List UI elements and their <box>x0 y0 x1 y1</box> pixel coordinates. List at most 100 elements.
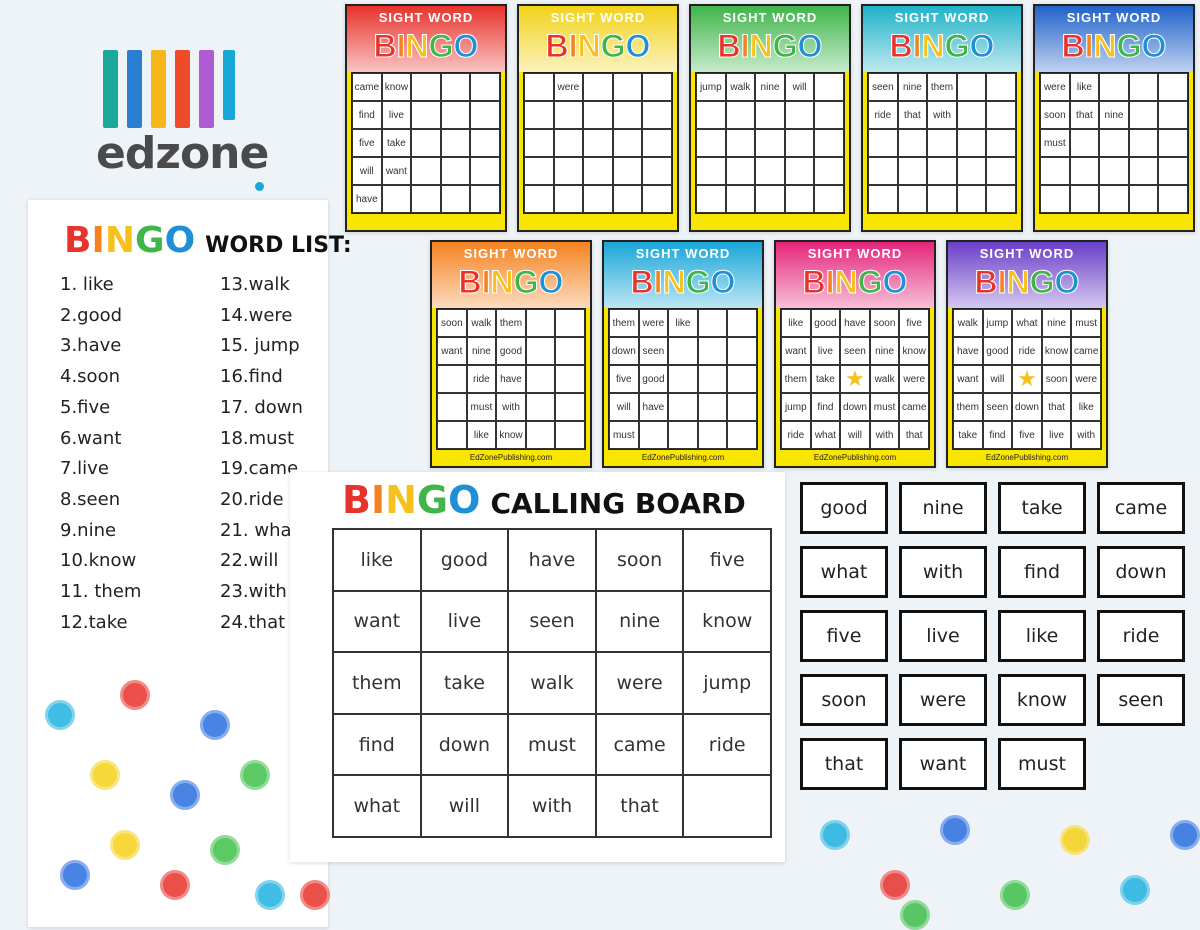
bingo-chip <box>940 815 970 845</box>
card-cell <box>956 129 987 157</box>
bingo-letter: G <box>857 264 883 301</box>
bingo-letter: I <box>825 264 835 301</box>
word-list-item: 17. down <box>220 396 303 418</box>
word-list-item: 7.live <box>60 458 109 480</box>
calling-board-grid: like good have soon five want live seen nine know… <box>332 528 772 838</box>
word-tile: soon <box>800 674 888 726</box>
card-cell: must <box>609 421 639 449</box>
word-tile: five <box>800 610 888 662</box>
card-cell <box>525 365 556 393</box>
card-cell: jump <box>781 393 811 421</box>
card-footer: EdZonePublishing.com <box>813 453 897 462</box>
card-cell <box>1040 157 1070 185</box>
bingo-letter: G <box>416 478 449 522</box>
bingo-chip <box>820 820 850 850</box>
bingo-title: BINGO <box>64 220 195 261</box>
card-cell: that <box>1069 101 1100 129</box>
bingo-chip <box>255 880 285 910</box>
word-list-item: 13.walk <box>220 274 290 295</box>
card-cell <box>697 309 728 337</box>
bingo-letter: O <box>538 264 564 301</box>
card-cell <box>553 129 584 157</box>
card-cell <box>986 101 1016 129</box>
calling-board-cell: want <box>333 590 421 653</box>
bingo-letter: B <box>545 28 569 65</box>
word-tile: that <box>800 738 888 790</box>
card-cell: five <box>609 365 639 393</box>
card-cell: know <box>381 73 412 101</box>
card-cell <box>1158 129 1188 157</box>
bingo-chip <box>240 760 270 790</box>
card-cell <box>440 129 471 157</box>
card-header-label: SIGHT WORD <box>378 10 474 25</box>
card-cell: soon <box>869 309 900 337</box>
card-cell: ride <box>1012 337 1042 365</box>
bingo-letter: I <box>740 28 750 65</box>
card-cell: jump <box>982 309 1013 337</box>
card-cell <box>470 101 500 129</box>
bingo-card: SIGHT WORD BINGO soon walk them want nine good r… <box>430 240 592 468</box>
card-cell <box>583 129 613 157</box>
card-cell: nine <box>466 337 497 365</box>
card-cell: know <box>899 337 929 365</box>
card-cell <box>555 337 585 365</box>
card-cell: them <box>953 393 983 421</box>
calling-board-cell: soon <box>595 529 684 591</box>
card-cell <box>411 129 441 157</box>
bingo-letter: B <box>373 28 397 65</box>
card-cell <box>697 365 728 393</box>
card-cell: ride <box>868 101 898 129</box>
card-footer <box>691 214 849 217</box>
card-cell: soon <box>437 309 467 337</box>
card-cell: have <box>496 365 526 393</box>
card-cell: soon <box>1041 365 1072 393</box>
card-cell: down <box>609 337 639 365</box>
card-cell <box>524 157 554 185</box>
bingo-card: SIGHT WORD BINGO were <box>517 4 679 232</box>
card-cell <box>553 101 584 129</box>
card-cell: with <box>1071 421 1101 449</box>
bingo-letter: N <box>385 478 417 522</box>
card-cell: walk <box>953 309 983 337</box>
card-cell <box>814 73 844 101</box>
card-cell <box>814 129 844 157</box>
bingo-card: SIGHT WORD BINGO jump walk nine will <box>689 4 851 232</box>
bingo-letter: N <box>1006 264 1030 301</box>
card-cell <box>725 101 756 129</box>
bingo-card: SIGHT WORD BINGO seen nine them ride that with <box>861 4 1023 232</box>
card-cell: find <box>352 101 382 129</box>
word-list-item: 23.with <box>220 581 287 603</box>
card-cell <box>986 129 1016 157</box>
card-footer <box>347 214 505 217</box>
card-grid: like good have soon five want live seen nine know… <box>780 308 930 450</box>
card-cell <box>755 157 785 185</box>
word-list-item: 16.find <box>220 366 283 388</box>
card-cell: good <box>496 337 526 365</box>
card-grid: jump walk nine will <box>695 72 845 214</box>
card-cell <box>897 157 928 185</box>
card-cell <box>583 185 613 213</box>
word-tile: ride <box>1097 610 1185 662</box>
calling-board-cell: what <box>333 775 421 837</box>
word-list-item: 5.five <box>60 396 111 418</box>
card-cell <box>696 185 726 213</box>
bingo-letter: G <box>1116 28 1142 65</box>
card-cell: want <box>437 337 467 365</box>
card-cell: were <box>1071 365 1101 393</box>
card-cell: know <box>1041 337 1072 365</box>
card-cell <box>755 185 785 213</box>
calling-board-cell: take <box>420 652 509 714</box>
word-tile: live <box>899 610 987 662</box>
card-cell <box>440 101 471 129</box>
star-icon: ★ <box>840 365 870 393</box>
card-header: SIGHT WORD BINGO <box>1035 6 1193 72</box>
bingo-letter: N <box>921 28 945 65</box>
card-cell <box>524 129 554 157</box>
bingo-letter: I <box>568 28 578 65</box>
bingo-chip <box>1120 875 1150 905</box>
card-cell <box>697 421 728 449</box>
word-list-item: 10.know <box>60 550 137 572</box>
calling-board-cell: ride <box>683 713 771 776</box>
word-tile: with <box>899 546 987 598</box>
card-cell <box>784 129 815 157</box>
